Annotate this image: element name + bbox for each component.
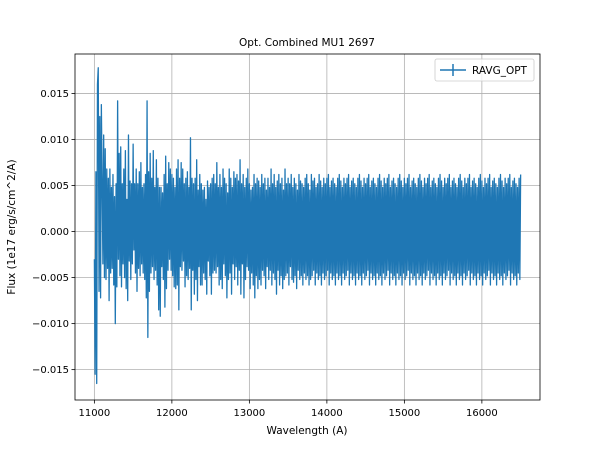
y-tick-label: 0.015 — [40, 89, 69, 100]
legend-box — [434, 58, 535, 82]
y-axis-label: Flux (1e17 erg/s/cm^2/A) — [6, 159, 18, 294]
x-tick-label: 11000 — [78, 408, 110, 419]
x-tick-label: 14000 — [311, 408, 343, 419]
series-line-ravg-opt — [93, 67, 522, 385]
y-tick-label: 0.000 — [40, 227, 69, 238]
y-tick-label: 0.005 — [40, 181, 69, 192]
axes: 11000 12000 13000 14000 15000 16000 −0.015 −0.0… — [32, 89, 498, 419]
y-tick-label: −0.005 — [32, 273, 69, 284]
x-tick-label: 15000 — [388, 408, 420, 419]
x-tick-label: 12000 — [156, 408, 188, 419]
legend: RAVG_OPT — [434, 58, 535, 82]
y-tick-label: −0.015 — [32, 365, 69, 376]
y-tick-label: 0.010 — [40, 135, 69, 146]
plot-series — [93, 67, 522, 385]
x-tick-label: 13000 — [233, 408, 265, 419]
chart-title: Opt. Combined MU1 2697 — [239, 37, 375, 49]
legend-label: RAVG_OPT — [472, 65, 528, 77]
plot-area-frame — [74, 53, 541, 401]
x-axis-label: Wavelength (A) — [266, 425, 347, 437]
x-tick-label: 16000 — [466, 408, 498, 419]
y-tick-label: −0.010 — [32, 319, 69, 330]
